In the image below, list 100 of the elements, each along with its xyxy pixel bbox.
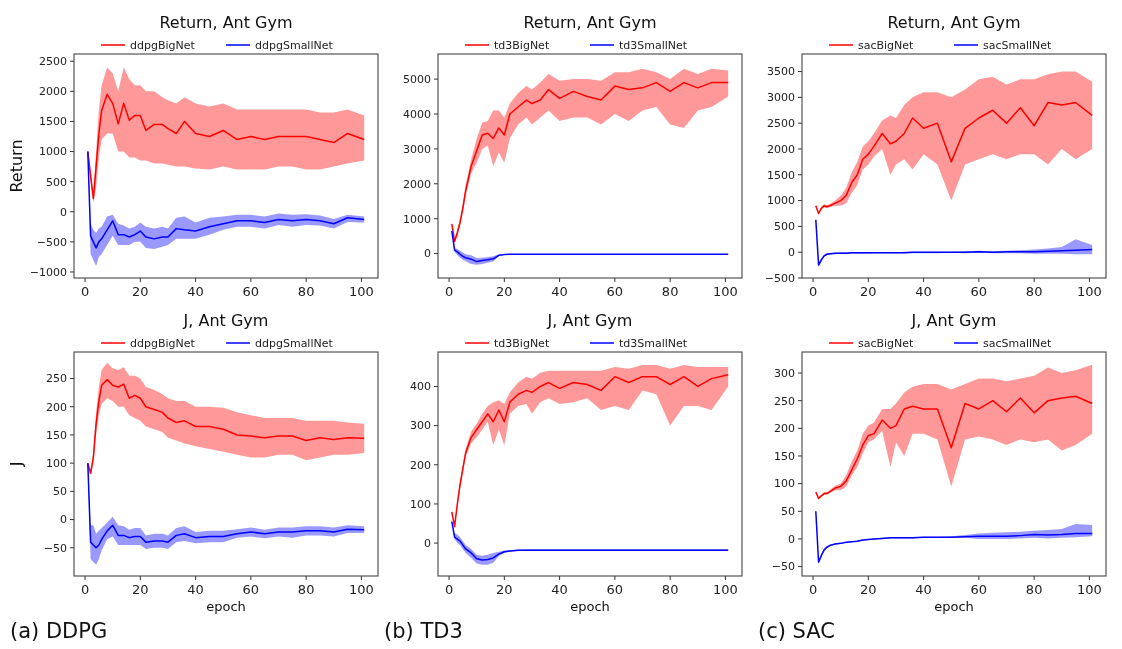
y-tick-label: 200 <box>46 400 67 414</box>
legend-label: sacSmallNet <box>983 336 1053 350</box>
legend-label: td3SmallNet <box>619 336 688 350</box>
x-tick-label: 40 <box>915 582 932 597</box>
x-tick-label: 0 <box>808 582 818 597</box>
y-tick-label: 100 <box>410 497 431 511</box>
legend-label: sacSmallNet <box>983 38 1053 52</box>
y-tick-label: 0 <box>424 247 431 261</box>
x-tick-label: 0 <box>808 284 818 299</box>
x-axis-title: epoch <box>206 599 246 614</box>
x-tick-label: 100 <box>349 582 374 597</box>
legend-label: ddpgSmallNet <box>255 336 334 350</box>
y-tick-label: 1000 <box>403 212 431 226</box>
y-tick-label: 2500 <box>39 55 67 69</box>
x-tick-label: 40 <box>551 284 568 299</box>
y-tick-label: 2500 <box>767 117 795 131</box>
y-tick-label: 1000 <box>767 194 795 208</box>
line-series <box>87 93 365 200</box>
y-tick-label: 50 <box>53 485 67 499</box>
x-tick-label: 0 <box>444 582 454 597</box>
y-tick-label: 0 <box>60 513 67 527</box>
x-tick-label: 60 <box>242 284 260 299</box>
y-tick-label: 0 <box>788 532 795 546</box>
y-tick-label: 200 <box>410 458 431 472</box>
y-tick-label: −1000 <box>29 265 67 279</box>
text: (b) TD3 <box>384 619 463 643</box>
x-tick-label: 100 <box>1077 582 1102 597</box>
x-tick-label: 0 <box>80 284 90 299</box>
y-tick-label: 1000 <box>39 145 67 159</box>
x-tick-label: 20 <box>132 284 149 299</box>
chart-title: J, Ant Gym <box>546 311 633 330</box>
x-tick-label: 40 <box>551 582 568 597</box>
x-tick-label: 20 <box>860 284 877 299</box>
chart-title: J, Ant Gym <box>182 311 269 330</box>
line-series <box>87 462 365 549</box>
legend-label: td3SmallNet <box>619 38 688 52</box>
y-tick-label: 150 <box>46 428 67 442</box>
x-tick-label: 100 <box>349 284 374 299</box>
y-tick-label: −50 <box>43 541 67 555</box>
y-axis-title: J <box>7 461 26 468</box>
x-tick-label: 60 <box>970 582 988 597</box>
y-tick-label: 3000 <box>403 142 431 156</box>
y-tick-label: 1500 <box>39 115 67 129</box>
x-tick-label: 20 <box>132 582 149 597</box>
x-tick-label: 100 <box>1077 284 1102 299</box>
y-tick-label: 1500 <box>767 168 795 182</box>
legend-label: sacBigNet <box>858 38 915 52</box>
x-tick-label: 100 <box>713 284 738 299</box>
y-tick-label: 2000 <box>767 142 795 156</box>
x-tick-label: 60 <box>606 284 624 299</box>
y-tick-label: −500 <box>764 271 795 285</box>
x-tick-label: 80 <box>1025 582 1043 597</box>
x-tick-label: 0 <box>80 582 90 597</box>
y-tick-label: 250 <box>46 372 67 386</box>
x-tick-label: 100 <box>713 582 738 597</box>
x-axis-title: epoch <box>570 599 610 614</box>
legend-label: ddpgBigNet <box>130 336 196 350</box>
chart-title: Return, Ant Gym <box>523 13 657 32</box>
x-tick-label: 40 <box>915 284 932 299</box>
x-tick-label: 20 <box>496 284 513 299</box>
legend-label: ddpgBigNet <box>130 38 196 52</box>
x-tick-label: 80 <box>297 284 315 299</box>
y-tick-label: 150 <box>774 449 795 463</box>
legend-label: td3BigNet <box>494 38 550 52</box>
y-tick-label: 300 <box>410 419 431 433</box>
legend-label: sacBigNet <box>858 336 915 350</box>
x-tick-label: 80 <box>661 582 679 597</box>
x-tick-label: 0 <box>444 284 454 299</box>
text: (c) SAC <box>758 619 835 643</box>
y-tick-label: 0 <box>60 205 67 219</box>
legend-label: td3BigNet <box>494 336 550 350</box>
line-series <box>815 395 1093 500</box>
x-tick-label: 40 <box>187 284 204 299</box>
y-tick-label: 200 <box>774 422 795 436</box>
y-tick-label: 5000 <box>403 72 431 86</box>
x-axis-title: epoch <box>934 599 974 614</box>
y-tick-label: 250 <box>774 394 795 408</box>
x-tick-label: 60 <box>970 284 988 299</box>
chart-title: J, Ant Gym <box>910 311 997 330</box>
y-tick-label: 100 <box>46 457 67 470</box>
chart-title: Return, Ant Gym <box>159 13 293 32</box>
y-tick-label: 300 <box>774 366 795 380</box>
line-series <box>815 101 1093 215</box>
y-tick-label: 2000 <box>39 85 67 99</box>
y-tick-label: −500 <box>36 235 67 249</box>
y-tick-label: 500 <box>774 220 795 234</box>
y-tick-label: 100 <box>774 477 795 491</box>
x-tick-label: 80 <box>297 582 315 597</box>
x-tick-label: 40 <box>187 582 204 597</box>
legend-label: ddpgSmallNet <box>255 38 334 52</box>
x-tick-label: 60 <box>242 582 260 597</box>
y-tick-label: 3000 <box>767 91 795 105</box>
y-tick-label: 400 <box>410 380 431 394</box>
y-tick-label: 2000 <box>403 177 431 191</box>
text: (a) DDPG <box>10 619 108 643</box>
y-tick-label: 50 <box>781 505 795 519</box>
x-tick-label: 20 <box>860 582 877 597</box>
x-tick-label: 80 <box>1025 284 1043 299</box>
chart-title: Return, Ant Gym <box>887 13 1021 32</box>
y-tick-label: 0 <box>424 536 431 550</box>
